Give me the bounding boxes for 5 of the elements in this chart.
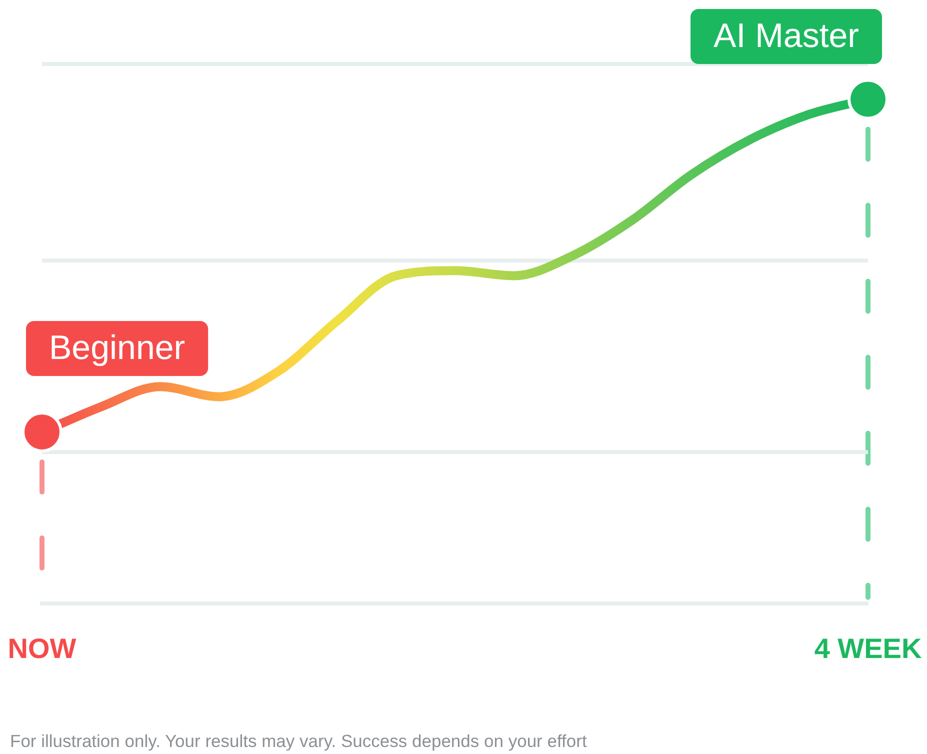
- annotation: AI Master: [714, 16, 859, 55]
- annotation: Beginner: [48, 328, 186, 367]
- x-tick-label: 4 WEEK: [814, 632, 922, 664]
- x-tick-label: NOW: [8, 632, 77, 664]
- text: For illustration only. Your results may vary. Success depends on your effort: [10, 731, 587, 752]
